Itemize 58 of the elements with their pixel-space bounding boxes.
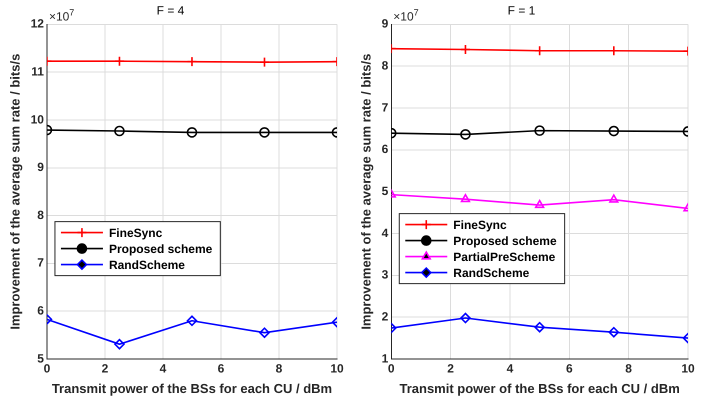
x-tick-label: 6 [218, 362, 225, 376]
y-tick-label: 5 [37, 351, 44, 366]
legend-label: RandScheme [453, 266, 530, 280]
x-axis-title: Transmit power of the BSs for each CU / dBm [399, 380, 680, 396]
point [259, 127, 270, 138]
x-tick-label: 6 [566, 362, 573, 376]
y-tick-label: 4 [382, 226, 389, 240]
y-axis-title: Improvement of the average sum rate / bits/s [358, 54, 374, 330]
legend-label: PartialPreScheme [453, 250, 556, 264]
point [460, 44, 471, 55]
point [186, 127, 198, 138]
point [114, 126, 125, 136]
y-tick-label: 8 [37, 208, 44, 222]
point [460, 194, 470, 202]
y-tick-label: 10 [30, 112, 44, 126]
y-tick-label: 12 [30, 16, 44, 31]
point [534, 200, 544, 208]
chart-title: F = 4 [156, 4, 185, 18]
point [534, 322, 545, 333]
point [259, 56, 270, 68]
y-tick-label: 7 [37, 256, 44, 270]
x-tick-label: 0 [388, 362, 395, 376]
y-tick-label: 6 [382, 142, 389, 156]
y-tick-label: 1 [382, 351, 389, 366]
y-tick-label: 7 [382, 100, 389, 114]
y-tick-label: 2 [382, 309, 389, 324]
legend-label: Proposed scheme [108, 242, 213, 256]
x-tick-label: 10 [330, 362, 344, 376]
y-tick-label: 9 [382, 16, 389, 31]
y-tick-label: 11 [31, 64, 44, 79]
legend-label: FineSync [453, 218, 507, 232]
y-tick-label: 3 [382, 268, 389, 282]
x-axis-title: Transmit power of the BSs for each CU / dBm [52, 380, 332, 396]
point [460, 129, 471, 140]
point [114, 338, 125, 350]
legend-label: RandScheme [108, 258, 186, 272]
point [259, 327, 270, 338]
y-tick-label: 8 [382, 58, 389, 73]
x-tick-label: 8 [276, 362, 283, 376]
x-tick-label: 2 [102, 362, 109, 376]
point [114, 56, 125, 67]
y-tick-label: 6 [37, 304, 44, 318]
x-tick-label: 4 [160, 362, 167, 376]
point [534, 125, 545, 136]
x-tick-label: 2 [447, 362, 454, 376]
x-tick-label: 4 [506, 362, 514, 376]
y-tick-label: 5 [382, 184, 389, 198]
chart-title: F = 1 [508, 4, 536, 18]
point [460, 312, 471, 324]
y-tick-label: 9 [37, 160, 44, 174]
legend-label: FineSync [108, 226, 163, 240]
legend-label: Proposed scheme [453, 234, 557, 248]
point [186, 56, 198, 67]
x-tick-label: 8 [625, 362, 632, 376]
y-axis-title: Improvement of the average sum rate / bits/s [7, 54, 22, 330]
x-tick-label: 10 [681, 362, 695, 376]
x-tick-label: 0 [44, 362, 51, 376]
point [186, 315, 198, 326]
